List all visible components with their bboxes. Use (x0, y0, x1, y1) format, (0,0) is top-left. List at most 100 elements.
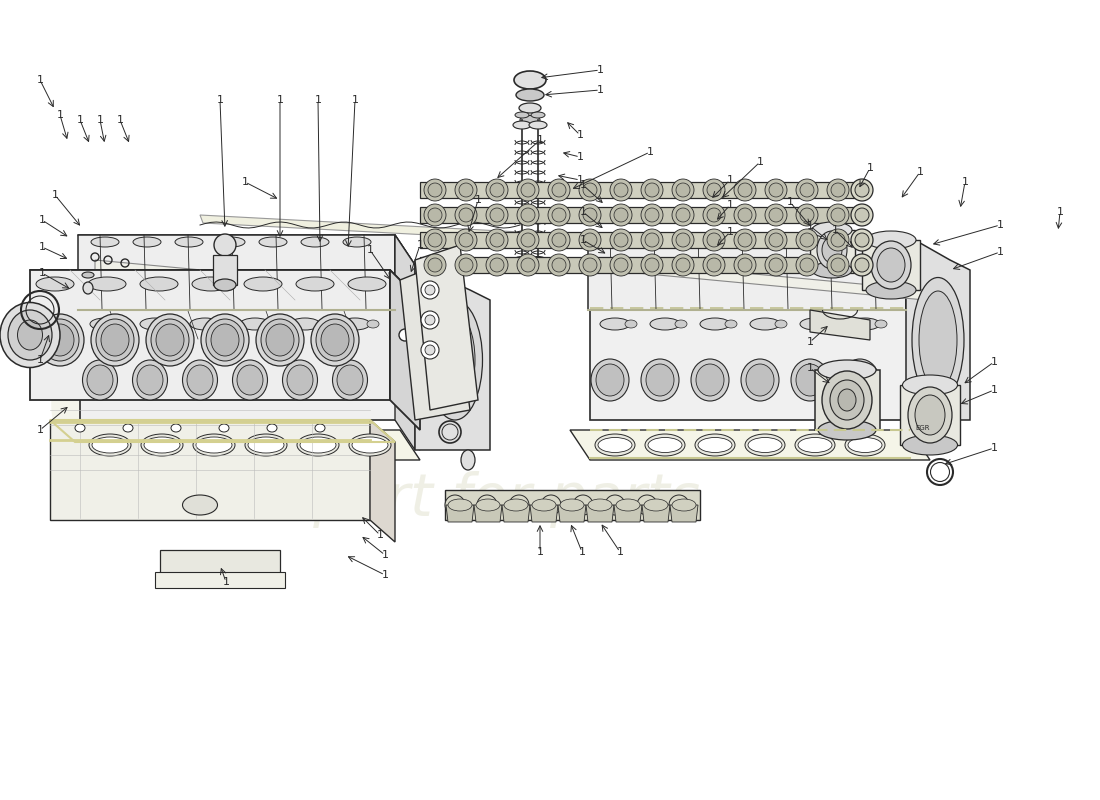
Ellipse shape (912, 278, 964, 402)
Ellipse shape (428, 300, 483, 420)
Text: 1: 1 (576, 130, 583, 140)
Ellipse shape (455, 229, 477, 251)
Polygon shape (474, 505, 502, 522)
Text: 1: 1 (832, 225, 838, 235)
Ellipse shape (769, 258, 783, 272)
Text: 1: 1 (56, 110, 64, 120)
Ellipse shape (866, 231, 916, 249)
Ellipse shape (455, 204, 477, 226)
Ellipse shape (513, 121, 531, 129)
Ellipse shape (476, 499, 501, 511)
Ellipse shape (764, 204, 786, 226)
Ellipse shape (424, 204, 446, 226)
Ellipse shape (645, 434, 685, 456)
Ellipse shape (486, 204, 508, 226)
Polygon shape (78, 235, 415, 265)
Ellipse shape (455, 179, 477, 201)
Ellipse shape (349, 434, 390, 456)
Ellipse shape (0, 302, 60, 367)
Text: 1: 1 (417, 240, 424, 250)
Ellipse shape (855, 183, 869, 197)
Ellipse shape (92, 437, 128, 453)
Ellipse shape (672, 179, 694, 201)
Polygon shape (605, 260, 925, 300)
Ellipse shape (738, 258, 752, 272)
Ellipse shape (515, 112, 529, 118)
Polygon shape (420, 232, 860, 248)
Ellipse shape (316, 319, 354, 361)
Ellipse shape (695, 434, 735, 456)
Ellipse shape (614, 208, 628, 222)
Ellipse shape (672, 254, 694, 276)
Polygon shape (155, 572, 285, 588)
Polygon shape (50, 420, 370, 520)
Ellipse shape (552, 233, 567, 247)
Ellipse shape (583, 183, 597, 197)
Ellipse shape (532, 499, 556, 511)
Ellipse shape (258, 237, 287, 247)
Ellipse shape (530, 257, 546, 263)
Ellipse shape (614, 258, 628, 272)
Ellipse shape (146, 314, 194, 366)
Ellipse shape (676, 233, 690, 247)
Text: 1: 1 (52, 190, 58, 200)
Polygon shape (415, 245, 478, 410)
Polygon shape (415, 265, 490, 450)
Ellipse shape (644, 499, 668, 511)
Ellipse shape (196, 437, 232, 453)
Ellipse shape (698, 438, 732, 453)
Polygon shape (446, 505, 474, 522)
Ellipse shape (703, 229, 725, 251)
Ellipse shape (614, 233, 628, 247)
Polygon shape (906, 235, 924, 340)
Ellipse shape (798, 438, 832, 453)
Ellipse shape (425, 345, 435, 355)
Ellipse shape (151, 319, 189, 361)
Ellipse shape (428, 258, 442, 272)
Ellipse shape (352, 437, 388, 453)
Ellipse shape (795, 434, 835, 456)
Text: 1: 1 (786, 197, 793, 207)
Text: 1: 1 (376, 530, 384, 540)
Ellipse shape (548, 229, 570, 251)
Polygon shape (530, 505, 558, 522)
Ellipse shape (287, 365, 314, 395)
Text: 1: 1 (580, 207, 586, 217)
Ellipse shape (428, 233, 442, 247)
Ellipse shape (211, 324, 239, 356)
Ellipse shape (96, 319, 134, 361)
Text: EGR: EGR (915, 425, 931, 431)
Ellipse shape (88, 277, 126, 291)
Polygon shape (810, 310, 870, 340)
Text: 1: 1 (36, 355, 44, 365)
Ellipse shape (672, 204, 694, 226)
Ellipse shape (101, 324, 129, 356)
Ellipse shape (874, 320, 887, 328)
Text: 1: 1 (990, 385, 998, 395)
Text: 1: 1 (77, 115, 84, 125)
Ellipse shape (297, 434, 339, 456)
Ellipse shape (595, 434, 635, 456)
Ellipse shape (261, 319, 299, 361)
Ellipse shape (579, 179, 601, 201)
Ellipse shape (89, 434, 131, 456)
Ellipse shape (521, 233, 535, 247)
Ellipse shape (734, 229, 756, 251)
Ellipse shape (776, 320, 786, 328)
Ellipse shape (490, 258, 504, 272)
Polygon shape (590, 310, 910, 420)
Ellipse shape (548, 204, 570, 226)
Ellipse shape (459, 233, 473, 247)
Ellipse shape (676, 208, 690, 222)
Text: 1: 1 (576, 152, 583, 162)
Ellipse shape (811, 237, 839, 247)
Ellipse shape (41, 319, 79, 361)
Ellipse shape (192, 277, 230, 291)
Polygon shape (160, 550, 280, 575)
Ellipse shape (219, 424, 229, 432)
Ellipse shape (425, 285, 435, 295)
Ellipse shape (830, 258, 845, 272)
Ellipse shape (852, 237, 881, 247)
Ellipse shape (175, 237, 204, 247)
Ellipse shape (915, 395, 945, 435)
